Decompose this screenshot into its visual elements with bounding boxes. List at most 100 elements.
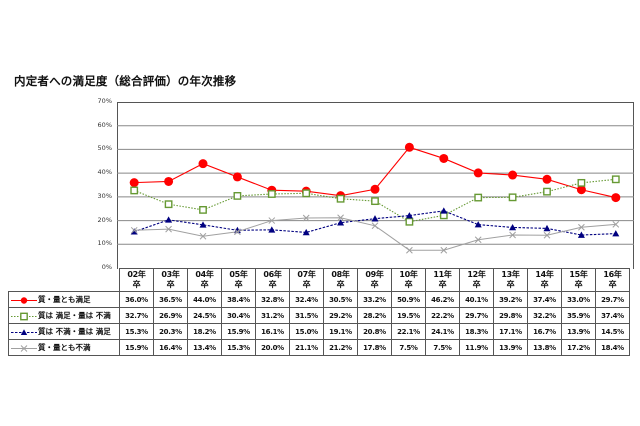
table-cell: 17.2% [561, 339, 596, 356]
legend-entry: 質は 満足・量は 不満 [8, 307, 120, 324]
table-cell: 15.3% [119, 323, 154, 340]
legend-label: 質は 満足・量は 不満 [38, 311, 111, 320]
table-cell: 30.4% [221, 307, 256, 324]
y-tick-label: 40% [97, 168, 112, 177]
table-cell: 18.2% [187, 323, 222, 340]
table-cell: 39.2% [493, 291, 528, 308]
series-line [130, 214, 620, 254]
table-cell: 15.9% [119, 339, 154, 356]
triangle-marker [302, 228, 310, 236]
table-cell: 20.8% [357, 323, 392, 340]
legend-square-icon [11, 312, 37, 320]
triangle-marker [371, 215, 379, 222]
circle-marker [232, 172, 242, 182]
x-marker [234, 228, 241, 236]
table-cell: 40.1% [459, 291, 494, 308]
table-cell: 32.2% [527, 307, 562, 324]
circle-marker [576, 185, 586, 195]
table-cell: 37.4% [527, 291, 562, 308]
legend-circle-icon [11, 296, 37, 304]
table-cell: 13.9% [561, 323, 596, 340]
y-tick-label: 20% [97, 215, 112, 224]
x-marker [130, 226, 138, 234]
circle-marker [508, 170, 518, 180]
category-header: 04年卒 [187, 268, 222, 292]
table-cell: 21.2% [323, 339, 358, 356]
category-header: 08年卒 [323, 268, 358, 292]
legend-triangle-icon [11, 328, 37, 335]
circle-marker [129, 178, 139, 188]
x-marker [440, 246, 448, 254]
table-cell: 21.1% [289, 339, 324, 356]
triangle-marker [577, 231, 585, 238]
table-cell: 32.8% [255, 291, 290, 308]
square-marker [336, 194, 345, 203]
series-line [129, 142, 621, 203]
series-line [130, 207, 620, 238]
circle-marker [164, 176, 174, 186]
square-marker [371, 197, 379, 206]
triangle-marker [337, 219, 345, 226]
table-cell: 50.9% [391, 291, 426, 308]
circle-marker [20, 296, 28, 304]
table-cell: 16.4% [153, 339, 188, 356]
category-header: 12年卒 [459, 268, 494, 292]
table-row: 質は 満足・量は 不満 32.7% 26.9% 24.5% 30.4% 31.2% 31.5… [8, 307, 630, 324]
x-marker [20, 344, 28, 352]
table-cell: 11.9% [459, 339, 494, 356]
table-cell: 15.9% [221, 323, 256, 340]
circle-marker [473, 168, 483, 178]
x-marker [578, 223, 585, 231]
triangle-marker [268, 226, 276, 233]
table-cell: 44.0% [187, 291, 222, 308]
table-cell: 14.5% [595, 323, 630, 340]
legend-label: 質は 不満・量は 満足 [38, 327, 111, 336]
table-row: 質・量とも不満 15.9% 16.4% 13.4% 15.3% 20.0% 21.1% 21.… [8, 339, 630, 356]
x-marker [612, 221, 620, 228]
square-marker [508, 193, 517, 202]
square-marker [302, 189, 311, 198]
circle-marker [404, 142, 414, 152]
triangle-marker [20, 328, 28, 335]
category-header: 11年卒 [425, 268, 460, 292]
table-cell: 17.8% [357, 339, 392, 356]
table-cell: 7.5% [425, 339, 460, 356]
table-cell: 35.9% [561, 307, 596, 324]
table-cell: 31.2% [255, 307, 290, 324]
table-cell: 32.4% [289, 291, 324, 308]
table-cell: 22.1% [391, 323, 426, 340]
table-cell: 31.5% [289, 307, 324, 324]
table-row: 質・量とも満足 36.0% 36.5% 44.0% 38.4% 32.8% 32.4% 30.… [8, 291, 630, 308]
table-cell: 15.3% [221, 339, 256, 356]
legend-label: 質・量とも不満 [38, 343, 91, 352]
table-cell: 13.9% [493, 339, 528, 356]
square-marker [611, 175, 620, 184]
table-cell: 29.2% [323, 307, 358, 324]
y-tick-label: 30% [97, 191, 112, 200]
triangle-marker [165, 216, 173, 223]
table-cell: 36.5% [153, 291, 188, 308]
square-marker [130, 186, 139, 195]
circle-marker [370, 184, 380, 194]
square-marker [543, 187, 551, 196]
table-cell: 33.2% [357, 291, 392, 308]
triangle-marker [130, 228, 138, 235]
table-cell: 37.4% [595, 307, 630, 324]
circle-marker [439, 153, 449, 163]
y-tick-label: 10% [97, 239, 112, 248]
x-marker [302, 214, 310, 222]
square-marker [164, 200, 173, 209]
table-cell: 30.5% [323, 291, 358, 308]
category-header: 13年卒 [493, 268, 528, 292]
table-cell: 18.4% [595, 339, 630, 356]
table-cell: 19.5% [391, 307, 426, 324]
table-corner [8, 268, 120, 292]
table-cell: 13.4% [187, 339, 222, 356]
square-marker [474, 193, 483, 202]
table-cell: 16.7% [527, 323, 562, 340]
triangle-marker [199, 221, 207, 228]
legend-entry: 質・量とも不満 [8, 339, 120, 356]
y-tick-label: 50% [97, 144, 112, 153]
triangle-marker [543, 224, 551, 232]
category-header: 16年卒 [595, 268, 630, 292]
